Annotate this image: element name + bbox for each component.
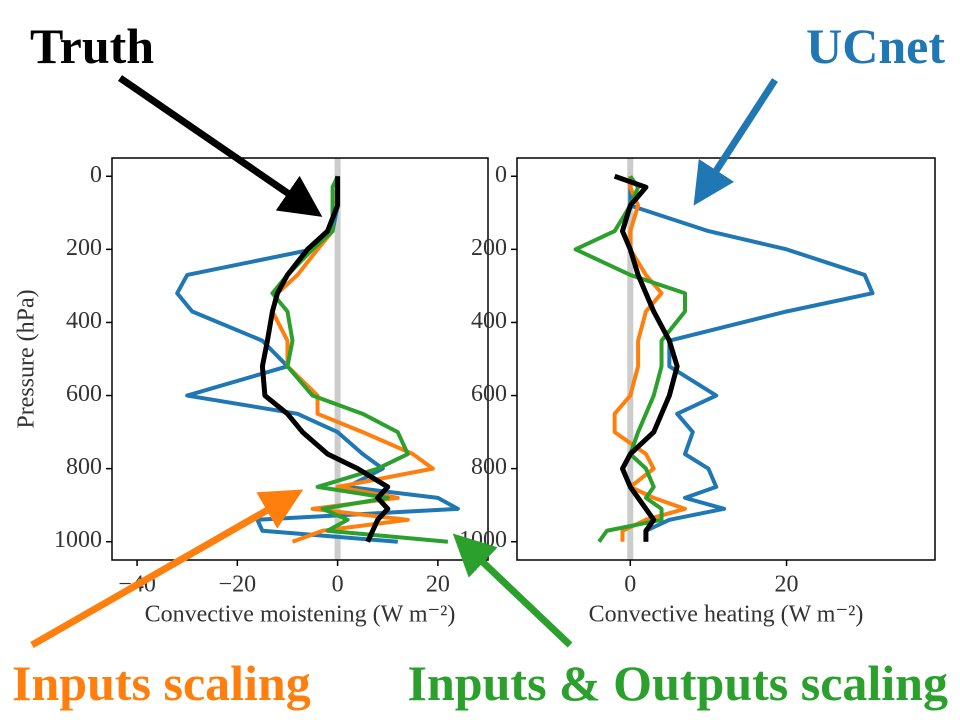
y-tick-label: 1000 — [54, 527, 102, 553]
y-tick-label: 400 — [471, 308, 507, 334]
y-tick-label: 0 — [90, 162, 102, 188]
x-axis-label: Convective heating (W m⁻²) — [589, 602, 864, 628]
annotation: UCnet — [806, 18, 945, 74]
y-tick-label: 200 — [66, 235, 102, 261]
arrow — [118, 75, 323, 217]
series-line — [628, 176, 875, 542]
series-line — [612, 176, 687, 542]
x-tick-label: −20 — [219, 572, 257, 598]
axes-frame — [111, 157, 489, 561]
series-line — [573, 175, 687, 543]
series-line — [613, 173, 680, 542]
x-tick-label: 0 — [624, 572, 636, 598]
y-axis-label: Pressure (hPa) — [14, 289, 40, 428]
arrow — [30, 489, 304, 649]
y-tick-label: 600 — [66, 381, 102, 407]
y-tick-label: 0 — [495, 162, 507, 188]
arrow — [693, 78, 778, 206]
x-tick-label: 20 — [775, 572, 799, 598]
x-tick-label: 0 — [332, 572, 344, 598]
annotation: Inputs & Outputs scaling — [408, 655, 948, 711]
y-tick-label: 800 — [471, 454, 507, 480]
arrow — [452, 533, 573, 648]
y-tick-label: 400 — [66, 308, 102, 334]
x-tick-label: 20 — [426, 572, 450, 598]
axes-frame — [516, 157, 936, 561]
series-line — [259, 176, 391, 543]
y-tick-label: 600 — [471, 381, 507, 407]
annotation: Truth — [30, 18, 154, 74]
series-line — [270, 175, 449, 544]
y-tick-label: 1000 — [459, 527, 507, 553]
x-axis-label: Convective moistening (W m⁻²) — [145, 602, 456, 628]
annotation: Inputs scaling — [12, 655, 311, 711]
y-tick-label: 800 — [66, 454, 102, 480]
y-tick-label: 200 — [471, 235, 507, 261]
